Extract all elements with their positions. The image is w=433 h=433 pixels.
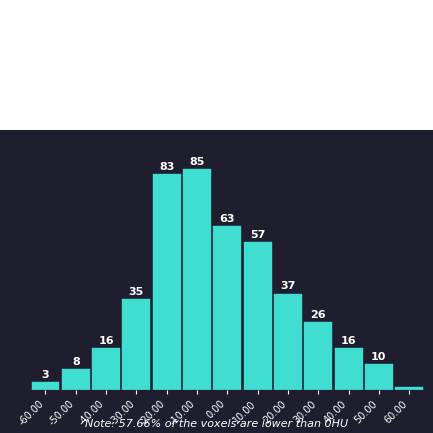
Text: 26: 26 xyxy=(310,310,326,320)
Bar xyxy=(335,348,362,390)
Bar xyxy=(153,174,181,390)
Bar xyxy=(92,348,120,390)
Text: 35: 35 xyxy=(129,287,144,297)
Bar xyxy=(32,382,59,390)
Bar xyxy=(244,242,271,390)
Text: 16: 16 xyxy=(98,336,114,346)
Bar xyxy=(213,226,241,390)
Bar xyxy=(274,294,302,390)
Bar xyxy=(304,322,332,390)
Text: 3: 3 xyxy=(42,370,49,380)
Text: 37: 37 xyxy=(280,281,296,291)
Text: 83: 83 xyxy=(159,162,174,172)
Bar xyxy=(395,387,423,390)
Text: Note: 57.66% of the voxels are lower than 0HU: Note: 57.66% of the voxels are lower tha… xyxy=(85,419,348,429)
Text: 57: 57 xyxy=(250,229,265,239)
Bar xyxy=(62,369,90,390)
Bar xyxy=(365,364,393,390)
Bar xyxy=(183,169,211,390)
Text: 8: 8 xyxy=(72,357,80,367)
Text: 85: 85 xyxy=(189,157,205,167)
Bar xyxy=(123,299,150,390)
Text: 16: 16 xyxy=(341,336,356,346)
Text: 10: 10 xyxy=(371,352,387,362)
Text: 63: 63 xyxy=(220,214,235,224)
